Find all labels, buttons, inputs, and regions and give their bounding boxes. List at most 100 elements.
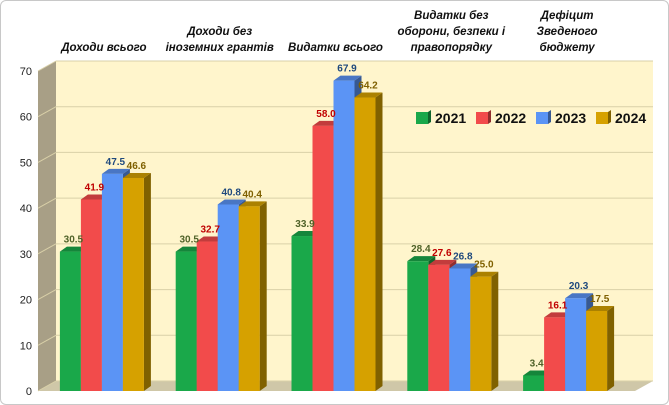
category-label: Доходи всього bbox=[60, 42, 146, 54]
data-labels: 30.541.947.5 46.630.532.740.8 40.433.958.0… bbox=[64, 64, 610, 370]
data-label: 33.9 bbox=[295, 219, 315, 230]
bar-front bbox=[586, 311, 608, 391]
gridline-side bbox=[37, 151, 57, 163]
bar-top bbox=[407, 256, 436, 262]
bar-front bbox=[59, 251, 81, 391]
legend-label: 2024 bbox=[615, 110, 646, 126]
data-label: 41.9 bbox=[85, 182, 105, 193]
bar-top bbox=[354, 92, 383, 98]
data-label: 58.0 bbox=[316, 109, 336, 120]
legend-swatch bbox=[416, 112, 428, 124]
y-tick-label: 10 bbox=[20, 340, 32, 352]
bar-2024-3 bbox=[470, 271, 499, 391]
category-label: Доходи без bbox=[186, 26, 252, 38]
gridline-side bbox=[37, 60, 57, 72]
bar-front bbox=[333, 80, 355, 391]
data-label: 16.1 bbox=[548, 300, 568, 311]
data-label: 20.3 bbox=[569, 281, 589, 292]
bar-front bbox=[217, 204, 239, 391]
y-tick-label: 20 bbox=[20, 295, 32, 307]
category-label: Видатки всього bbox=[288, 42, 383, 54]
legend-swatch-side bbox=[608, 110, 611, 124]
category-labels: Доходи всього Доходи без іноземних грантів… bbox=[60, 10, 597, 54]
bar-side bbox=[375, 92, 383, 391]
data-label: 32.7 bbox=[200, 225, 220, 236]
bar-top bbox=[238, 201, 267, 207]
data-label: 30.5 bbox=[64, 235, 84, 246]
bar-front bbox=[565, 298, 587, 391]
bar-front bbox=[122, 177, 144, 391]
data-label: 25.0 bbox=[474, 260, 494, 271]
data-label: 28.4 bbox=[411, 244, 431, 255]
bar-top bbox=[565, 293, 594, 299]
bar-2024-2 bbox=[354, 92, 383, 391]
y-tick-label: 40 bbox=[20, 203, 32, 215]
data-label: 40.4 bbox=[242, 189, 262, 200]
category-label: іноземних грантів bbox=[166, 42, 274, 54]
category-label: Видатки без bbox=[414, 10, 489, 22]
category-label: Дефіцит bbox=[540, 10, 594, 22]
legend-swatch-side bbox=[488, 110, 491, 124]
legend-label: 2021 bbox=[435, 110, 466, 126]
category-label: правопорядку bbox=[411, 42, 493, 54]
bars bbox=[59, 75, 615, 391]
category-label: оборони, безпеки і bbox=[397, 26, 505, 38]
data-label: 27.6 bbox=[432, 248, 452, 259]
legend-item-2021: 2021 bbox=[416, 110, 466, 126]
data-label: 26.8 bbox=[453, 251, 473, 262]
chart-side-wall bbox=[38, 61, 56, 391]
bar-front bbox=[312, 125, 334, 391]
data-label: 46.6 bbox=[127, 161, 147, 172]
gridline-side bbox=[37, 106, 57, 118]
y-axis: 0 10 20 30 40 50 60 70 bbox=[20, 66, 32, 398]
y-tick-label: 60 bbox=[20, 112, 32, 124]
bar-front bbox=[101, 173, 123, 391]
legend-item-2023: 2023 bbox=[536, 110, 586, 126]
gridline-side bbox=[37, 197, 57, 209]
bar-front bbox=[470, 276, 492, 391]
category-label: бюджету bbox=[539, 42, 595, 54]
legend-swatch-side bbox=[548, 110, 551, 124]
gridline-side bbox=[37, 289, 57, 301]
bar-top bbox=[428, 259, 457, 265]
bar-front bbox=[196, 241, 218, 391]
bar-front bbox=[291, 236, 313, 391]
legend-swatch bbox=[476, 112, 488, 124]
data-label: 3.4 bbox=[530, 358, 544, 369]
bar-top bbox=[122, 172, 151, 178]
bar-side bbox=[143, 172, 151, 391]
bar-top bbox=[217, 199, 246, 205]
category-label: Зведеного bbox=[537, 26, 598, 38]
legend-label: 2023 bbox=[555, 110, 586, 126]
bar-2024-4 bbox=[586, 306, 615, 391]
gridline-side bbox=[37, 243, 57, 255]
bar-top bbox=[586, 306, 615, 311]
bar-front bbox=[523, 375, 545, 391]
bar-top bbox=[470, 271, 499, 277]
data-label: 30.5 bbox=[179, 235, 199, 246]
data-label: 67.9 bbox=[337, 64, 357, 75]
bar-front bbox=[544, 317, 566, 391]
y-tick-label: 0 bbox=[26, 386, 32, 398]
gridline-side bbox=[37, 334, 57, 346]
data-label: 64.2 bbox=[358, 81, 378, 92]
bar-front bbox=[80, 199, 102, 391]
legend-item-2024: 2024 bbox=[596, 110, 646, 126]
bar-top bbox=[449, 263, 478, 269]
bar-side bbox=[491, 271, 499, 391]
y-tick-label: 30 bbox=[20, 249, 32, 261]
legend-swatch-side bbox=[428, 110, 431, 124]
legend-item-2022: 2022 bbox=[476, 110, 526, 126]
bar-2024-1 bbox=[238, 201, 267, 391]
bar-front bbox=[428, 264, 450, 391]
bar-front bbox=[354, 97, 376, 391]
bar-front bbox=[238, 206, 260, 391]
data-label: 47.5 bbox=[106, 157, 126, 168]
legend-label: 2022 bbox=[495, 110, 526, 126]
bar-top bbox=[101, 168, 130, 174]
bar-2024-0 bbox=[122, 172, 151, 391]
data-label: 40.8 bbox=[221, 187, 241, 198]
legend: 2021 2022 2023 2024 bbox=[416, 110, 646, 126]
gridline-side bbox=[37, 380, 57, 392]
